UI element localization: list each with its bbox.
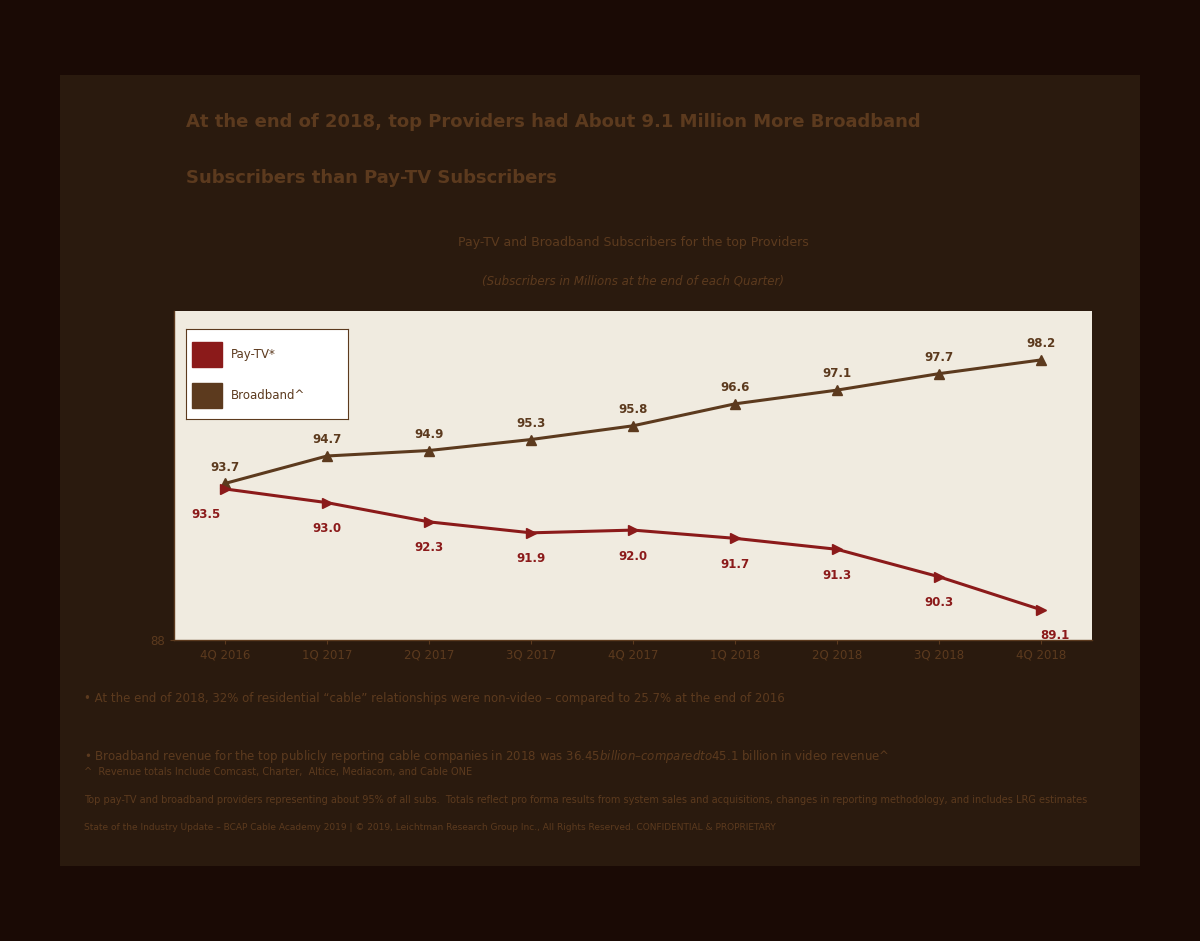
Text: 96.6: 96.6 xyxy=(720,381,750,394)
Text: Top pay-TV and broadband providers representing about 95% of all subs.  Totals r: Top pay-TV and broadband providers repre… xyxy=(84,795,1087,805)
Text: 98.2: 98.2 xyxy=(1026,337,1056,350)
Text: 94.9: 94.9 xyxy=(414,428,444,440)
Text: Broadband^: Broadband^ xyxy=(232,389,306,402)
Text: 94.7: 94.7 xyxy=(312,433,342,446)
Text: (Subscribers in Millions at the end of each Quarter): (Subscribers in Millions at the end of e… xyxy=(482,274,784,287)
FancyBboxPatch shape xyxy=(0,866,1200,941)
Text: 91.9: 91.9 xyxy=(516,552,546,566)
Text: 97.1: 97.1 xyxy=(822,367,852,380)
Text: • Broadband revenue for the top publicly reporting cable companies in 2018 was $: • Broadband revenue for the top publicly… xyxy=(84,748,889,765)
Text: ^  Revenue totals Include Comcast, Charter,  Altice, Mediacom, and Cable ONE: ^ Revenue totals Include Comcast, Charte… xyxy=(84,767,472,777)
Text: 93.5: 93.5 xyxy=(191,508,220,521)
Bar xyxy=(192,383,222,408)
Text: Pay-TV and Broadband Subscribers for the top Providers: Pay-TV and Broadband Subscribers for the… xyxy=(457,236,809,249)
Text: 93.0: 93.0 xyxy=(312,522,342,535)
Text: 95.3: 95.3 xyxy=(516,417,546,430)
Text: 91.7: 91.7 xyxy=(720,558,750,571)
FancyBboxPatch shape xyxy=(1140,0,1200,941)
Text: Subscribers than Pay-TV Subscribers: Subscribers than Pay-TV Subscribers xyxy=(186,169,557,187)
Text: 95.8: 95.8 xyxy=(618,403,648,416)
Text: Pay-TV*: Pay-TV* xyxy=(232,348,276,361)
Text: At the end of 2018, top Providers had About 9.1 Million More Broadband: At the end of 2018, top Providers had Ab… xyxy=(186,113,920,131)
Text: 91.3: 91.3 xyxy=(822,568,852,582)
Text: 92.0: 92.0 xyxy=(618,550,648,563)
Text: 90.3: 90.3 xyxy=(924,597,954,609)
FancyBboxPatch shape xyxy=(0,0,1200,75)
Text: 93.7: 93.7 xyxy=(210,461,240,473)
FancyBboxPatch shape xyxy=(0,0,60,941)
Text: 92.3: 92.3 xyxy=(414,541,444,554)
Text: 97.7: 97.7 xyxy=(924,351,954,364)
Text: • At the end of 2018, 32% of residential “cable” relationships were non-video – : • At the end of 2018, 32% of residential… xyxy=(84,692,785,705)
Text: State of the Industry Update – BCAP Cable Academy 2019 | © 2019, Leichtman Resea: State of the Industry Update – BCAP Cabl… xyxy=(84,823,775,833)
Text: 89.1: 89.1 xyxy=(1040,630,1069,642)
Bar xyxy=(192,342,222,367)
